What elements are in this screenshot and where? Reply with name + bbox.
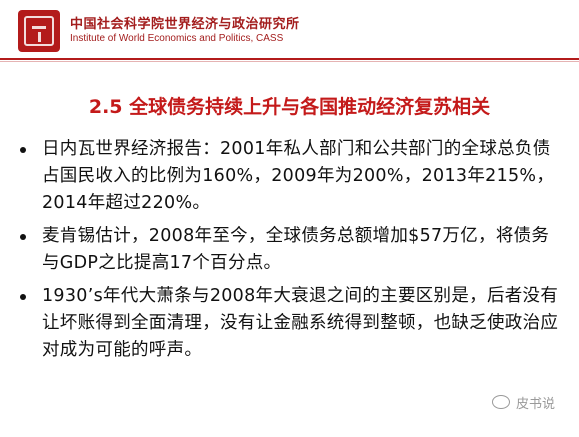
bullet-dot-icon	[20, 294, 26, 300]
bullet-item: 麦肯锡估计，2008年至今，全球债务总额增加$57万亿，将债务与GDP之比提高1…	[20, 223, 560, 277]
bullet-item: 1930’s年代大萧条与2008年大衰退之间的主要区别是，后者没有让坏账得到全面…	[20, 283, 560, 364]
bullet-item: 日内瓦世界经济报告：2001年私人部门和公共部门的全球总负债占国民收入的比例为1…	[20, 136, 560, 217]
slide-title: 2.5 全球债务持续上升与各国推动经济复苏相关	[88, 96, 491, 118]
org-name-en: Institute of World Economics and Politic…	[70, 33, 284, 44]
header-divider	[0, 58, 579, 60]
institute-logo	[18, 10, 60, 52]
watermark: 皮书说	[491, 393, 555, 412]
bullet-dot-icon	[20, 147, 26, 153]
org-name-cn: 中国社会科学院世界经济与政治研究所	[70, 17, 300, 32]
seal-icon	[24, 16, 54, 46]
watermark-text: 皮书说	[515, 397, 555, 412]
wechat-icon	[491, 395, 510, 409]
bullet-list: 日内瓦世界经济报告：2001年私人部门和公共部门的全球总负债占国民收入的比例为1…	[20, 136, 560, 370]
bullet-dot-icon	[20, 234, 26, 240]
bullet-text: 1930’s年代大萧条与2008年大衰退之间的主要区别是，后者没有让坏账得到全面…	[42, 286, 559, 360]
bullet-text: 麦肯锡估计，2008年至今，全球债务总额增加$57万亿，将债务与GDP之比提高1…	[42, 226, 550, 273]
bullet-text: 日内瓦世界经济报告：2001年私人部门和公共部门的全球总负债占国民收入的比例为1…	[42, 139, 555, 213]
header: 中国社会科学院世界经济与政治研究所 Institute of World Eco…	[0, 0, 579, 76]
header-divider-thin	[0, 61, 579, 62]
